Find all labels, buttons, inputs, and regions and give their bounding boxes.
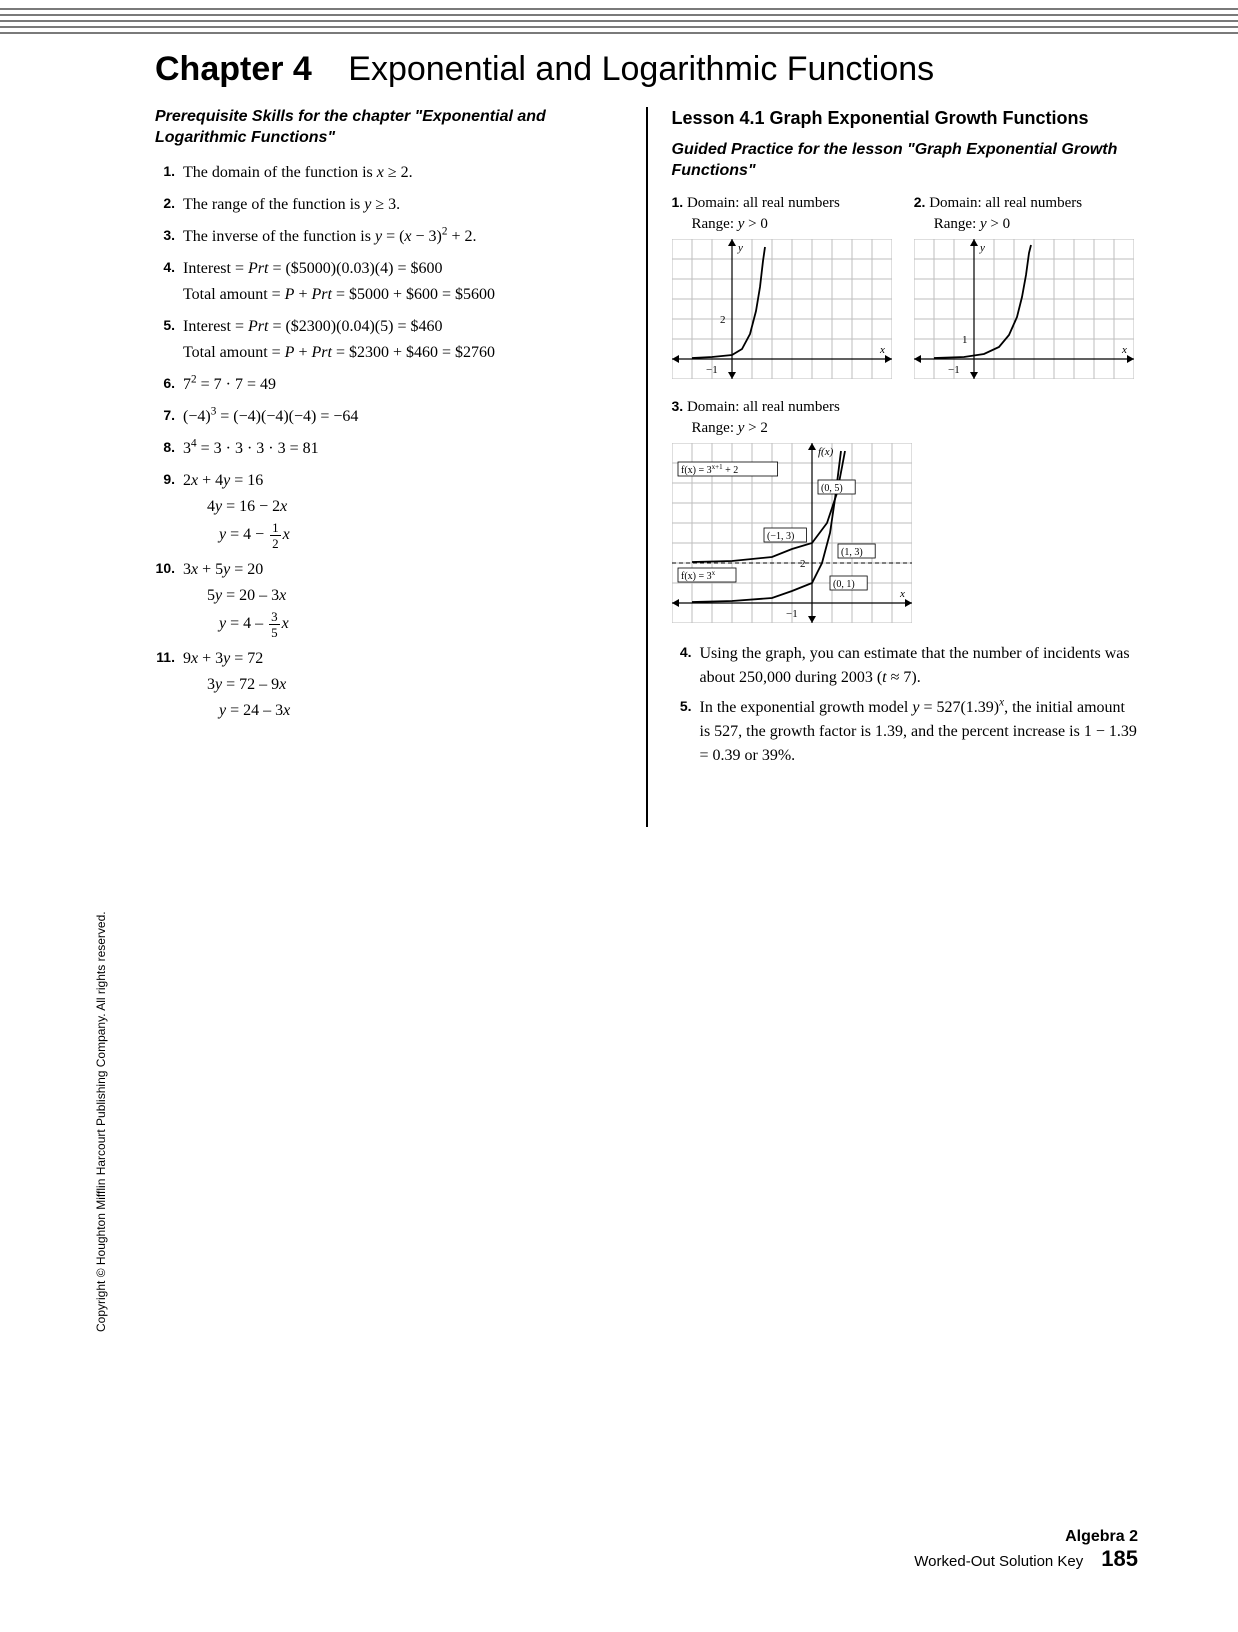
svg-text:y: y [979, 242, 985, 254]
graph-1: 2 −1 y x [672, 239, 896, 384]
list-item: 8.34 = 3 · 3 · 3 · 3 = 81 [155, 437, 622, 463]
problem-1: 1. Domain: all real numbers Range: y > 0… [672, 194, 896, 384]
svg-text:1: 1 [962, 334, 968, 346]
problem-4: 4.Using the graph, you can estimate that… [672, 642, 1139, 690]
list-item: 10.3x + 5y = 205y = 20 – 3xy = 4 – 35x [155, 558, 622, 641]
list-item: 2.The range of the function is y ≥ 3. [155, 193, 622, 219]
page-number: 185 [1101, 1546, 1138, 1571]
item-body: 34 = 3 · 3 · 3 · 3 = 81 [183, 437, 622, 463]
p3-number: 3. [672, 398, 684, 414]
graph-2: 1 −1 y x [914, 239, 1138, 384]
page-footer: Algebra 2 Worked-Out Solution Key 185 [914, 1528, 1138, 1572]
item-body: 72 = 7 · 7 = 49 [183, 373, 622, 399]
p1-range: Range: y > 0 [672, 216, 896, 233]
left-column: Prerequisite Skills for the chapter "Exp… [155, 107, 646, 827]
list-item: 7.(−4)3 = (−4)(−4)(−4) = −64 [155, 405, 622, 431]
svg-text:−1: −1 [948, 364, 960, 376]
p2-range: Range: y > 0 [914, 216, 1138, 233]
footer-key: Worked-Out Solution Key [914, 1553, 1083, 1570]
graph-3: 2 −1 f(x) x f(x) = 3x+1 + 2 (0, 5) (−1, 3) (1, … [672, 443, 1139, 628]
svg-text:y: y [737, 242, 743, 254]
lesson-heading: Lesson 4.1 Graph Exponential Growth Func… [672, 107, 1139, 130]
content-columns: Prerequisite Skills for the chapter "Exp… [0, 107, 1238, 827]
svg-text:(1, 3): (1, 3) [841, 547, 863, 558]
list-item: 11.9x + 3y = 723y = 72 – 9xy = 24 – 3x [155, 647, 622, 725]
item-body: The inverse of the function is y = (x − … [183, 225, 622, 251]
item-number: 2. [155, 193, 183, 219]
chapter-name: Exponential and Logarithmic Functions [348, 50, 934, 88]
item-number: 6. [155, 373, 183, 399]
svg-text:x: x [1121, 344, 1127, 356]
header-rules [0, 0, 1238, 34]
item-body: (−4)3 = (−4)(−4)(−4) = −64 [183, 405, 622, 431]
book-title: Algebra 2 [914, 1528, 1138, 1546]
right-column: Lesson 4.1 Graph Exponential Growth Func… [648, 107, 1139, 827]
list-item: 6.72 = 7 · 7 = 49 [155, 373, 622, 399]
copyright-text: Copyright © Houghton Mifflin Harcourt Pu… [94, 911, 108, 1332]
p2-domain: Domain: all real numbers [929, 195, 1082, 211]
guided-heading: Guided Practice for the lesson "Graph Ex… [672, 140, 1139, 182]
p4-text: Using the graph, you can estimate that t… [700, 642, 1139, 690]
p3-range: Range: y > 2 [672, 420, 1139, 437]
item-number: 4. [155, 257, 183, 309]
item-body: Interest = Prt = ($5000)(0.03)(4) = $600… [183, 257, 622, 309]
chapter-title: Chapter 4 Exponential and Logarithmic Fu… [0, 38, 1238, 107]
p3-domain: Domain: all real numbers [687, 399, 840, 415]
item-body: Interest = Prt = ($2300)(0.04)(5) = $460… [183, 315, 622, 367]
p5-number: 5. [672, 696, 700, 768]
list-item: 3.The inverse of the function is y = (x … [155, 225, 622, 251]
svg-text:f(x) = 3x+1 + 2: f(x) = 3x+1 + 2 [681, 463, 738, 476]
item-number: 3. [155, 225, 183, 251]
svg-text:x: x [899, 588, 905, 600]
item-body: 3x + 5y = 205y = 20 – 3xy = 4 – 35x [183, 558, 622, 641]
chapter-label: Chapter 4 [155, 50, 312, 88]
svg-text:f(x) = 3x: f(x) = 3x [681, 569, 716, 582]
p1-domain: Domain: all real numbers [687, 195, 840, 211]
svg-text:x: x [879, 344, 885, 356]
list-item: 9.2x + 4y = 164y = 16 − 2xy = 4 − 12x [155, 469, 622, 552]
svg-text:−1: −1 [706, 364, 718, 376]
item-body: The range of the function is y ≥ 3. [183, 193, 622, 219]
item-number: 7. [155, 405, 183, 431]
problem-3: 3. Domain: all real numbers Range: y > 2… [672, 398, 1139, 628]
item-number: 11. [155, 647, 183, 725]
svg-text:(0, 5): (0, 5) [821, 483, 843, 494]
list-item: 1.The domain of the function is x ≥ 2. [155, 161, 622, 187]
svg-text:(−1, 3): (−1, 3) [767, 531, 794, 542]
svg-text:−1: −1 [786, 608, 798, 620]
p4-number: 4. [672, 642, 700, 690]
problem-2: 2. Domain: all real numbers Range: y > 0… [914, 194, 1138, 384]
list-item: 5.Interest = Prt = ($2300)(0.04)(5) = $4… [155, 315, 622, 367]
item-body: The domain of the function is x ≥ 2. [183, 161, 622, 187]
p2-number: 2. [914, 194, 926, 210]
p5-text: In the exponential growth model y = 527(… [700, 696, 1139, 768]
svg-text:f(x): f(x) [818, 446, 834, 458]
prereq-heading: Prerequisite Skills for the chapter "Exp… [155, 107, 622, 149]
item-number: 9. [155, 469, 183, 552]
item-number: 5. [155, 315, 183, 367]
item-number: 1. [155, 161, 183, 187]
item-number: 10. [155, 558, 183, 641]
problem-5: 5.In the exponential growth model y = 52… [672, 696, 1139, 768]
svg-text:2: 2 [800, 558, 806, 570]
prereq-list: 1.The domain of the function is x ≥ 2.2.… [155, 161, 622, 725]
list-item: 4.Interest = Prt = ($5000)(0.03)(4) = $6… [155, 257, 622, 309]
item-number: 8. [155, 437, 183, 463]
svg-text:2: 2 [720, 314, 726, 326]
item-body: 2x + 4y = 164y = 16 − 2xy = 4 − 12x [183, 469, 622, 552]
item-body: 9x + 3y = 723y = 72 – 9xy = 24 – 3x [183, 647, 622, 725]
problems-4-5: 4.Using the graph, you can estimate that… [672, 642, 1139, 768]
p1-number: 1. [672, 194, 684, 210]
svg-text:(0, 1): (0, 1) [833, 579, 855, 590]
problems-1-2-row: 1. Domain: all real numbers Range: y > 0… [672, 194, 1139, 384]
